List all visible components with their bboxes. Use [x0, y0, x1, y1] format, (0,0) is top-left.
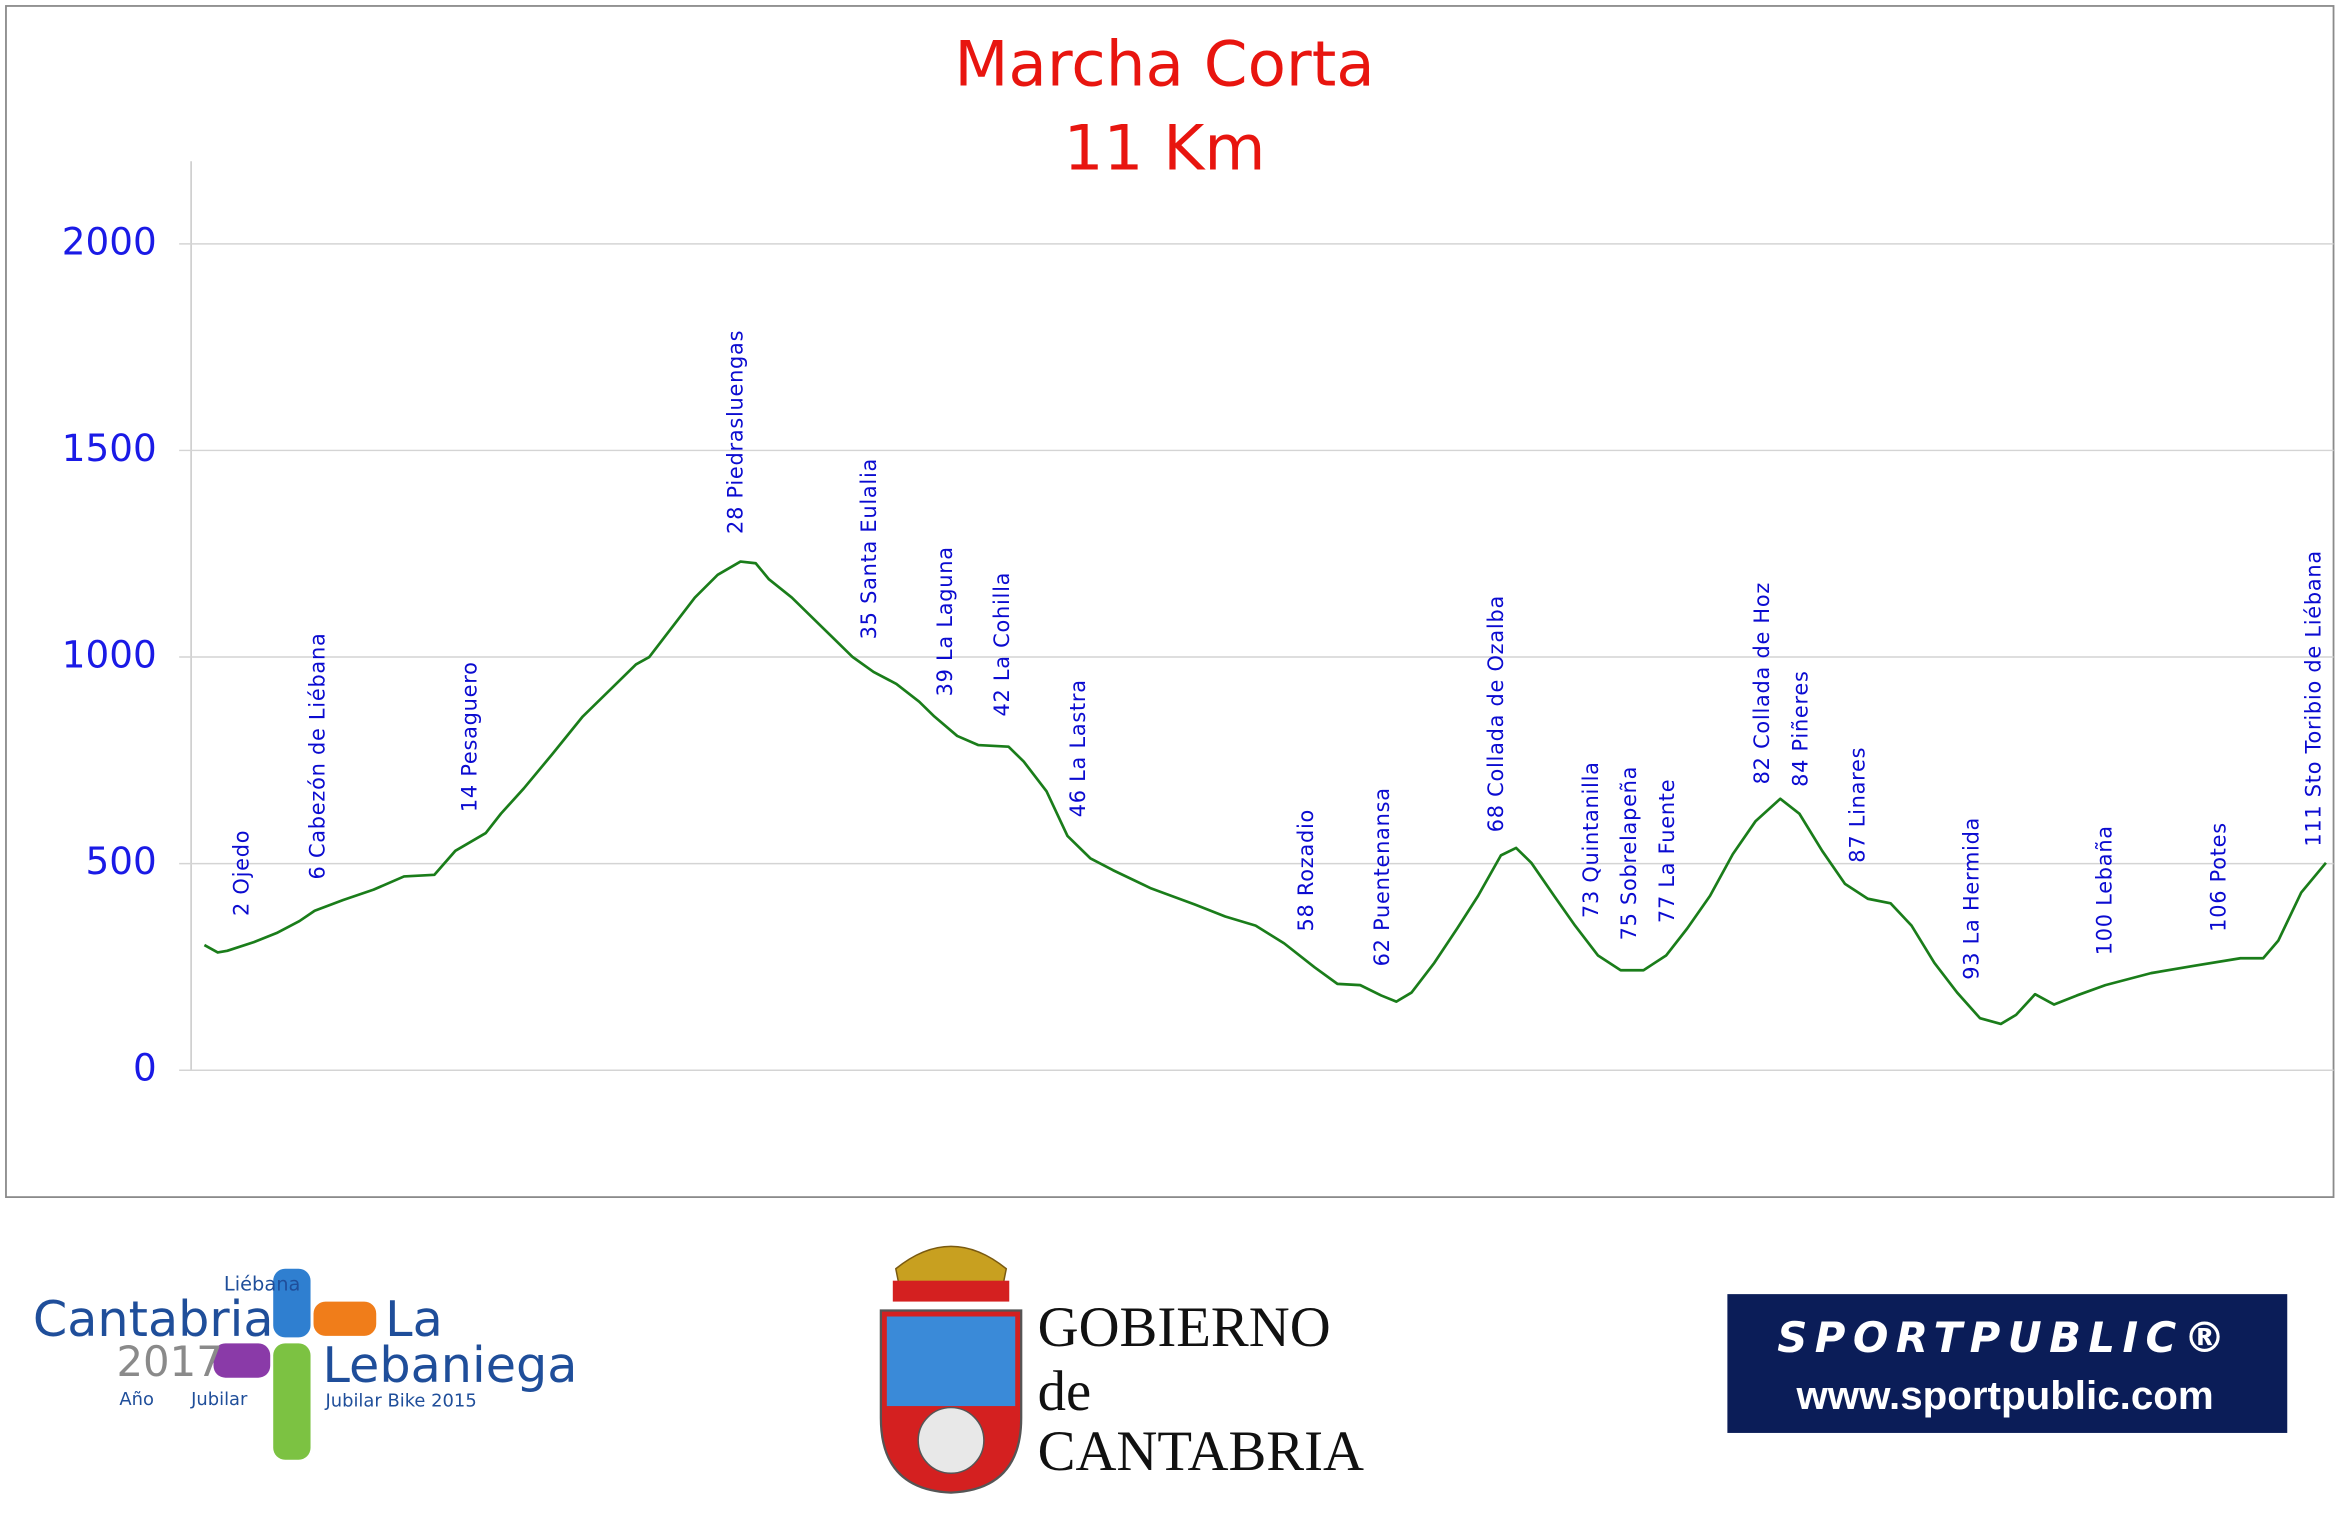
point-label: 68 Collada de Ozalba — [1484, 595, 1508, 832]
point-label: 14 Pesaguero — [458, 661, 482, 812]
y-tick-label: 0 — [133, 1046, 157, 1090]
y-tick-label: 1500 — [62, 426, 157, 470]
gobierno-logo: GOBIERNO de CANTABRIA — [879, 1245, 1364, 1494]
sportpublic-logo: SPORTPUBLIC® www.sportpublic.com — [1727, 1294, 2288, 1433]
point-label: 87 Linares — [1845, 747, 1869, 863]
shield-emblem — [917, 1406, 985, 1474]
point-label: 111 Sto Toribio de Liébana — [2302, 550, 2326, 847]
point-label: 75 Sobrelapeña — [1617, 766, 1641, 941]
logo-text: GOBIERNO — [1038, 1296, 1331, 1359]
elevation-line — [203, 560, 2327, 1026]
y-tick-label: 500 — [86, 839, 157, 883]
shield-field — [886, 1316, 1016, 1407]
point-label: 84 Piñeres — [1788, 670, 1812, 787]
logo-text: Lebaniega — [322, 1336, 577, 1394]
point-label: 93 La Hermida — [1959, 817, 1983, 980]
logo-text: Jubilar Bike 2015 — [324, 1391, 476, 1412]
logo-text: Año — [119, 1389, 154, 1410]
point-label: 39 La Laguna — [933, 546, 957, 696]
lebaniega-logo: Liébana Cantabria 2017 Año Jubilar La Le… — [33, 1268, 577, 1460]
point-label: 62 Puentenansa — [1370, 787, 1394, 966]
point-label: 42 La Cohilla — [990, 572, 1014, 717]
logo-text: CANTABRIA — [1038, 1420, 1364, 1483]
y-tick-label: 1000 — [62, 633, 157, 677]
logo-text: La — [385, 1290, 443, 1348]
point-label: 2 Ojedo — [229, 830, 253, 916]
y-tick-label: 2000 — [62, 219, 157, 263]
logo-text: Liébana — [224, 1273, 300, 1296]
point-label: 100 Lebaña — [2092, 825, 2116, 955]
logo-text: de — [1038, 1360, 1092, 1423]
chart-title: Marcha Corta — [954, 28, 1374, 101]
point-label: 58 Rozadio — [1294, 809, 1318, 932]
point-label: 73 Quintanilla — [1579, 761, 1603, 918]
chart-frame — [5, 5, 2335, 1198]
plot: 0 500 1000 1500 2000 2 Ojedo 6 Cabezón de Liéb… — [62, 219, 2334, 1090]
logo-shape — [273, 1343, 311, 1460]
logo-box — [1727, 1294, 2288, 1433]
logo-shape — [213, 1343, 271, 1378]
point-label: 82 Collada de Hoz — [1750, 582, 1774, 784]
logo-text: Jubilar — [190, 1389, 248, 1410]
point-label: 106 Potes — [2206, 822, 2230, 932]
point-label: 6 Cabezón de Liébana — [305, 633, 329, 880]
crown-band — [892, 1280, 1010, 1302]
logo-text: Cantabria — [33, 1290, 274, 1348]
logo-text: www.sportpublic.com — [1795, 1373, 2213, 1418]
chart-subtitle: 11 Km — [1064, 111, 1266, 184]
point-label: 77 La Fuente — [1655, 779, 1679, 923]
point-label: 46 La Lastra — [1066, 679, 1090, 817]
logo-shape — [313, 1301, 377, 1336]
logo-shape — [273, 1268, 311, 1338]
point-label: 28 Piedrasluengas — [724, 330, 748, 534]
logo-text: SPORTPUBLIC® — [1777, 1313, 2233, 1362]
logo-text: 2017 — [116, 1337, 222, 1386]
point-label: 35 Santa Eulalia — [857, 458, 881, 639]
